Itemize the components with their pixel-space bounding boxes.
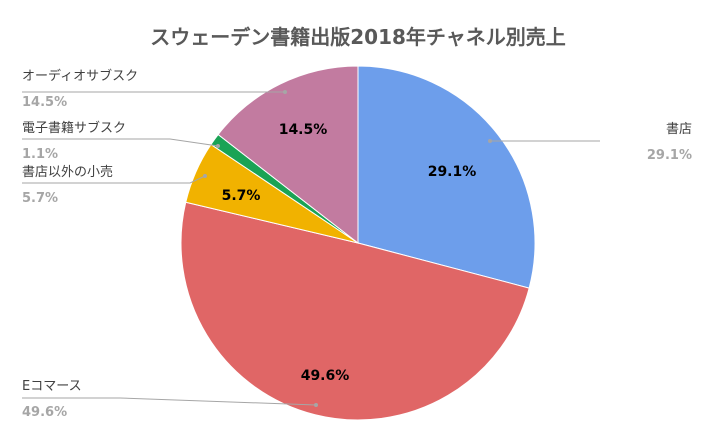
leader-dot bbox=[216, 144, 220, 148]
slice-data-label: 14.5% bbox=[279, 122, 328, 138]
leader-line bbox=[22, 138, 219, 147]
leader-dot bbox=[488, 139, 492, 143]
pie-slice bbox=[357, 65, 536, 289]
slice-data-label: 49.6% bbox=[301, 368, 350, 384]
slice-percent-label: 14.5% bbox=[22, 95, 67, 110]
chart-title: スウェーデン書籍出版2018年チャネル別売上 bbox=[150, 25, 565, 49]
slice-data-label: 29.1% bbox=[428, 164, 477, 180]
slice-category-label: Eコマース bbox=[22, 379, 82, 394]
leader-dot bbox=[283, 90, 287, 94]
slice-category-label: 書店以外の小売 bbox=[22, 164, 113, 180]
slice-category-label: オーディオサブスク bbox=[22, 68, 138, 84]
leader-dot bbox=[203, 174, 207, 178]
leader-line bbox=[22, 397, 317, 406]
slice-percent-label: 29.1% bbox=[647, 148, 692, 163]
leader-dot bbox=[314, 403, 318, 407]
slice-category-label: 電子書籍サブスク bbox=[22, 120, 126, 136]
slice-percent-label: 49.6% bbox=[22, 405, 67, 420]
pie-slice bbox=[217, 65, 359, 245]
pie-slice bbox=[180, 201, 530, 421]
slice-percent-label: 1.1% bbox=[22, 147, 58, 162]
slice-category-label: 書店 bbox=[666, 122, 692, 137]
slice-data-label: 5.7% bbox=[222, 188, 261, 204]
slice-percent-label: 5.7% bbox=[22, 191, 58, 206]
leader-line bbox=[22, 175, 206, 184]
